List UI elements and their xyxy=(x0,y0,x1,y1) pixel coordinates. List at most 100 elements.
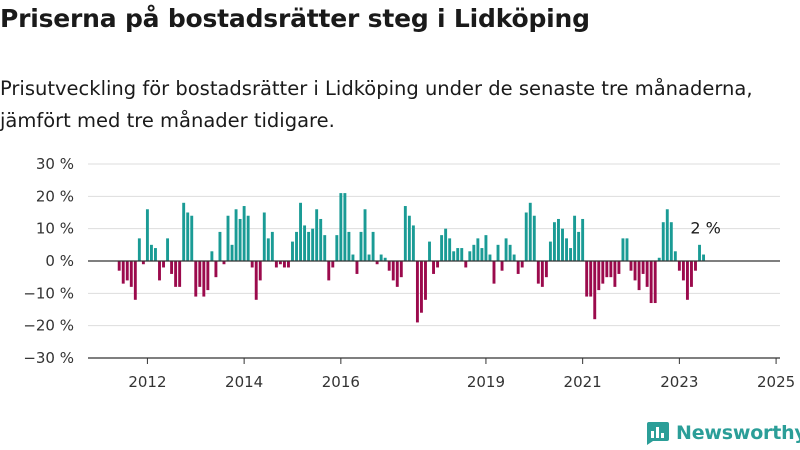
bar xyxy=(387,261,391,271)
bar xyxy=(274,261,278,268)
bar xyxy=(137,238,141,261)
bar xyxy=(540,261,544,287)
bar xyxy=(492,261,496,284)
x-tick-label: 2023 xyxy=(660,373,698,391)
y-tick-label: −30 % xyxy=(23,349,74,367)
bar xyxy=(440,235,444,261)
bar xyxy=(141,261,145,265)
bar xyxy=(690,261,693,287)
bar xyxy=(637,261,641,291)
bar xyxy=(347,231,351,261)
bar xyxy=(698,244,701,261)
bar xyxy=(536,261,540,284)
bar xyxy=(585,261,589,297)
bar xyxy=(226,215,230,261)
y-tick-label: 30 % xyxy=(36,155,74,173)
bar xyxy=(303,225,307,261)
bar xyxy=(315,209,319,261)
bar xyxy=(657,257,661,261)
bar xyxy=(145,209,149,261)
bar xyxy=(355,261,359,274)
bar xyxy=(190,215,194,261)
bar xyxy=(694,261,697,271)
bar xyxy=(383,257,387,261)
bar xyxy=(162,261,165,268)
bar xyxy=(266,238,270,261)
bar xyxy=(653,261,657,304)
bar xyxy=(379,254,383,261)
bar xyxy=(488,254,492,261)
bar-chart-icon xyxy=(647,422,669,445)
bar xyxy=(351,254,355,261)
bar xyxy=(154,248,157,261)
bar xyxy=(613,261,617,287)
bar xyxy=(573,215,577,261)
bar xyxy=(246,215,250,261)
bar xyxy=(496,244,500,261)
bar xyxy=(673,251,677,261)
bar xyxy=(621,238,625,261)
bar xyxy=(428,241,431,261)
bar xyxy=(415,261,419,323)
bar xyxy=(278,261,282,265)
bar xyxy=(472,244,476,261)
bar xyxy=(424,261,427,300)
bar xyxy=(641,261,645,274)
bar xyxy=(420,261,423,313)
bar xyxy=(561,228,564,261)
bar xyxy=(258,261,262,281)
bar xyxy=(166,238,170,261)
y-tick-label: −10 % xyxy=(23,284,74,302)
bar xyxy=(625,238,629,261)
bar-series xyxy=(117,193,705,323)
bar xyxy=(661,222,665,261)
bar xyxy=(133,261,137,300)
bar xyxy=(520,261,524,268)
bar xyxy=(468,251,472,261)
bar xyxy=(500,261,504,271)
bar xyxy=(262,212,266,261)
bar xyxy=(214,261,218,278)
bar xyxy=(452,251,456,261)
bar xyxy=(395,261,399,287)
last-value-label: 2 % xyxy=(690,219,720,238)
bar xyxy=(629,261,633,271)
bar xyxy=(238,218,242,261)
bar xyxy=(170,261,174,274)
bar xyxy=(645,261,649,287)
bar xyxy=(222,261,226,265)
bar xyxy=(548,241,552,261)
bar xyxy=(291,241,294,261)
bar xyxy=(339,193,343,261)
bar xyxy=(677,261,681,271)
bar xyxy=(194,261,198,297)
bar xyxy=(528,202,532,261)
bar xyxy=(158,261,161,281)
bar xyxy=(182,202,186,261)
bar xyxy=(601,261,605,284)
bar xyxy=(178,261,182,287)
x-tick-label: 2019 xyxy=(467,373,505,391)
bar xyxy=(665,209,669,261)
bar xyxy=(448,238,452,261)
bar xyxy=(359,231,363,261)
bar xyxy=(577,231,581,261)
bar xyxy=(125,261,129,281)
bar xyxy=(254,261,258,300)
bar xyxy=(282,261,286,268)
bar xyxy=(202,261,206,297)
bar xyxy=(287,261,290,268)
bar xyxy=(399,261,403,278)
bar xyxy=(206,261,210,291)
bar xyxy=(299,202,302,261)
y-tick-label: 10 % xyxy=(36,220,74,238)
bar xyxy=(198,261,202,287)
bar xyxy=(335,235,339,261)
bar xyxy=(460,248,464,261)
bar xyxy=(230,244,234,261)
bar xyxy=(516,261,520,274)
bar xyxy=(149,244,153,261)
bar xyxy=(532,215,536,261)
bar xyxy=(464,261,468,268)
bar xyxy=(407,215,411,261)
